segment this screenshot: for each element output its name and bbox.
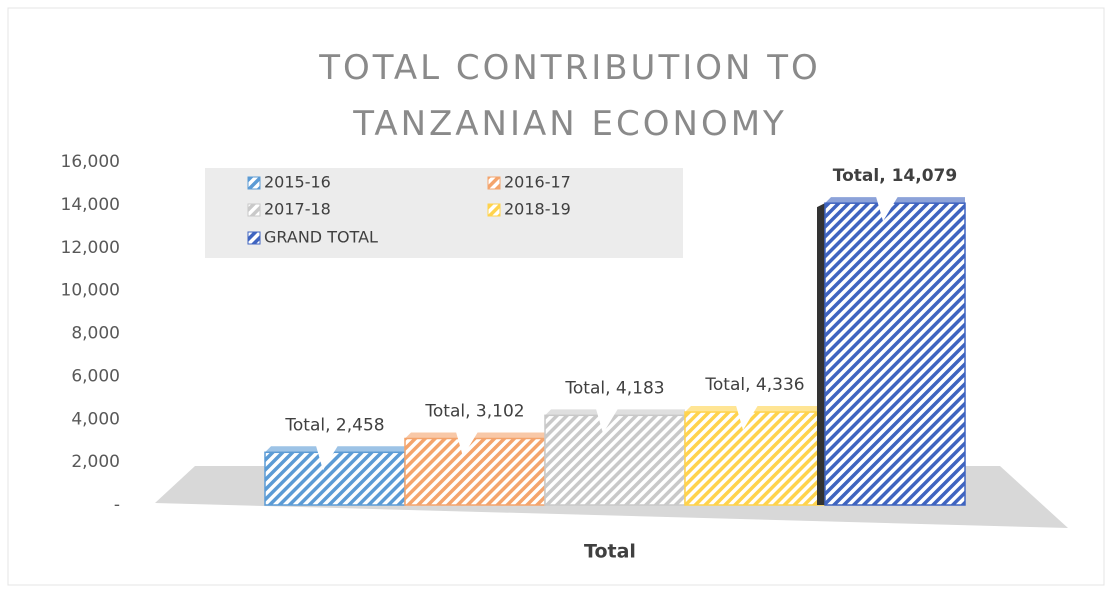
y-tick-label: - [114,495,120,515]
bar-side [817,203,825,505]
callout [549,371,681,434]
data-label: Total, 3,102 [424,402,524,422]
plot: Total, 2,458 Total, 3,102 Total, 4,183 Tota… [264,159,966,506]
chart-title: TOTAL CONTRIBUTION TO TANZANIAN ECONOMY [319,48,821,144]
legend-label: 2018-19 [504,200,571,219]
y-tick-label: 4,000 [71,409,120,429]
y-tick-label: 12,000 [61,238,120,258]
callout [829,159,961,222]
callout [269,408,401,471]
y-tick-label: 6,000 [71,366,120,386]
bar [544,414,686,506]
x-tick-label: Total [584,541,636,563]
legend-label: GRAND TOTAL [264,228,378,247]
bar [264,451,406,506]
legend-label: 2017-18 [264,200,331,219]
legend-swatch [247,231,261,245]
callout [409,394,541,457]
legend-label: 2016-17 [504,173,571,192]
legend-swatch [487,176,501,190]
y-tick-label: 10,000 [61,281,120,301]
y-tick-label: 16,000 [61,152,120,172]
y-tick-label: 14,000 [61,195,120,215]
data-label: Total, 4,336 [704,375,804,395]
bar [824,202,966,506]
y-tick-label: 8,000 [71,324,120,344]
callout [689,368,821,431]
bar [404,437,546,506]
legend-swatch [247,203,261,217]
y-tick-label: 2,000 [71,452,120,472]
data-label: Total, 4,183 [564,378,664,398]
data-label: Total, 2,458 [284,415,384,435]
legend-label: 2015-16 [264,173,331,192]
bar [684,411,826,506]
legend-swatch [247,176,261,190]
legend-box [205,168,683,258]
legend-swatch [487,203,501,217]
data-label: Total, 14,079 [833,166,957,186]
